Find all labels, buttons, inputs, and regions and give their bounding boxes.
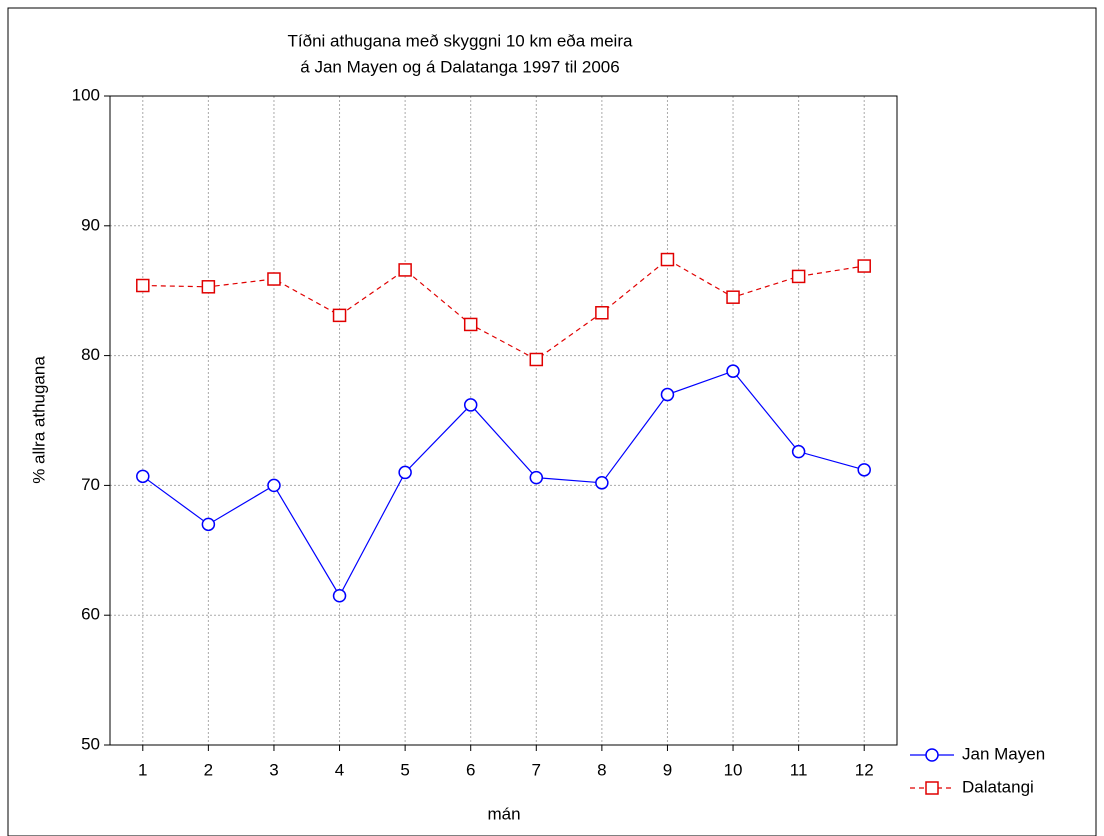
x-tick-label: 3 xyxy=(269,760,278,779)
marker xyxy=(332,308,347,323)
x-tick-label: 1 xyxy=(138,760,147,779)
x-tick-label: 7 xyxy=(532,760,541,779)
x-tick-label: 6 xyxy=(466,760,475,779)
marker xyxy=(201,517,216,532)
chart-title: Tíðni athugana með skyggni 10 km eða mei… xyxy=(288,31,633,50)
marker xyxy=(201,280,216,294)
y-tick-label: 60 xyxy=(81,605,100,624)
marker xyxy=(463,317,478,332)
marker xyxy=(267,272,281,286)
marker xyxy=(660,387,675,402)
x-tick-label: 11 xyxy=(790,760,808,779)
x-tick-label: 9 xyxy=(663,760,672,779)
series-line xyxy=(142,370,865,597)
marker xyxy=(660,252,675,267)
chart-title: á Jan Mayen og á Dalatanga 1997 til 2006 xyxy=(300,57,619,76)
marker xyxy=(857,259,871,273)
series-line xyxy=(142,258,865,361)
marker xyxy=(791,269,806,284)
marker xyxy=(529,352,544,367)
legend-label: Dalatangi xyxy=(962,777,1034,796)
marker xyxy=(463,398,478,412)
y-tick-label: 70 xyxy=(81,475,100,494)
marker xyxy=(136,278,150,293)
frame xyxy=(7,7,1097,836)
marker xyxy=(726,364,740,378)
marker xyxy=(332,588,347,603)
x-tick-label: 12 xyxy=(855,760,874,779)
marker xyxy=(595,476,609,490)
y-tick-label: 80 xyxy=(81,345,100,364)
legend-marker xyxy=(925,781,939,795)
marker xyxy=(267,478,281,493)
x-tick-label: 4 xyxy=(335,760,344,779)
marker xyxy=(398,465,412,480)
plot-area xyxy=(109,95,898,746)
marker xyxy=(791,444,806,459)
x-axis-label: mán xyxy=(487,804,520,823)
marker xyxy=(398,263,412,277)
marker xyxy=(136,469,150,484)
marker xyxy=(595,306,609,320)
y-tick-label: 50 xyxy=(81,734,100,753)
x-tick-label: 8 xyxy=(597,760,606,779)
legend-marker xyxy=(925,748,939,762)
marker xyxy=(726,290,740,304)
y-tick-label: 100 xyxy=(72,85,100,104)
marker xyxy=(529,470,544,485)
x-tick-label: 10 xyxy=(724,760,743,779)
marker xyxy=(857,463,871,477)
x-tick-label: 2 xyxy=(204,760,213,779)
legend-label: Jan Mayen xyxy=(962,744,1045,763)
y-axis-label: % allra athugana xyxy=(29,356,48,484)
y-tick-label: 90 xyxy=(81,215,100,234)
x-tick-label: 5 xyxy=(400,760,409,779)
